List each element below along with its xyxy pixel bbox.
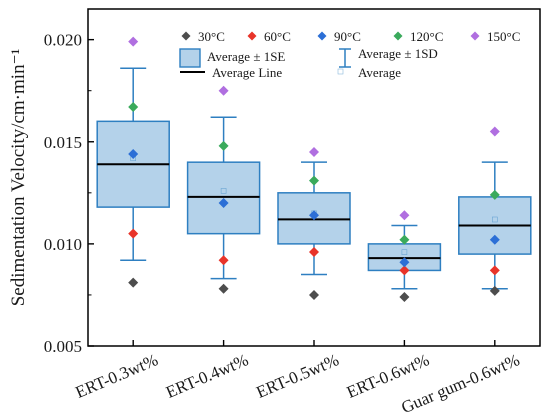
data-point	[309, 289, 319, 300]
legend-label: Average	[358, 65, 401, 80]
data-point	[218, 198, 229, 209]
data-point	[218, 85, 229, 96]
data-point	[218, 255, 229, 266]
data-point	[399, 265, 410, 276]
x-tick-label: ERT-0.3wt%	[73, 350, 161, 402]
average-marker	[220, 188, 227, 194]
data-point	[128, 228, 139, 239]
y-tick-label: 0.005	[44, 337, 82, 356]
legend-marker	[470, 31, 480, 41]
data-point	[399, 257, 410, 268]
data-point	[128, 149, 139, 160]
data-point	[489, 265, 500, 276]
data-point	[309, 175, 319, 186]
legend-average-marker	[337, 68, 344, 75]
data-point	[489, 189, 500, 200]
data-point	[309, 146, 319, 157]
legend-marker	[181, 31, 191, 41]
data-point	[399, 210, 410, 221]
data-point	[309, 210, 319, 221]
se-box	[186, 161, 261, 235]
data-point	[128, 36, 139, 47]
data-point	[218, 283, 229, 294]
data-point	[128, 277, 139, 288]
average-marker	[401, 249, 408, 255]
data-point	[218, 140, 229, 151]
y-axis-title: Sedimentation Velocity/cm·min⁻¹	[8, 48, 29, 306]
data-point	[489, 234, 500, 245]
y-tick-label: 0.015	[44, 133, 82, 152]
x-tick-label: ERT-0.4wt%	[163, 350, 251, 402]
y-tick-label: 0.020	[44, 31, 82, 50]
legend-label: Average ± 1SE	[207, 49, 285, 64]
legend-box-swatch	[179, 48, 201, 68]
legend-label: 60°C	[264, 29, 291, 44]
x-tick-label: ERT-0.5wt%	[253, 350, 341, 402]
y-tick-label: 0.010	[44, 235, 82, 254]
box-group	[96, 67, 170, 261]
data-point	[128, 102, 139, 113]
data-point	[399, 291, 410, 302]
legend-label: 120°C	[410, 29, 443, 44]
legend-marker	[393, 31, 403, 41]
legend-label: 90°C	[334, 29, 361, 44]
data-point	[399, 234, 410, 245]
legend-label: Average Line	[212, 65, 282, 80]
average-marker	[491, 216, 498, 223]
legend-marker	[247, 31, 257, 41]
legend-marker	[317, 31, 327, 41]
data-point	[309, 247, 319, 258]
data-point	[489, 285, 500, 296]
data-point	[489, 126, 500, 137]
legend-label: 30°C	[198, 29, 225, 44]
box-group	[186, 116, 261, 280]
legend-label: 150°C	[487, 29, 520, 44]
legend-label: Average ± 1SD	[358, 46, 438, 61]
